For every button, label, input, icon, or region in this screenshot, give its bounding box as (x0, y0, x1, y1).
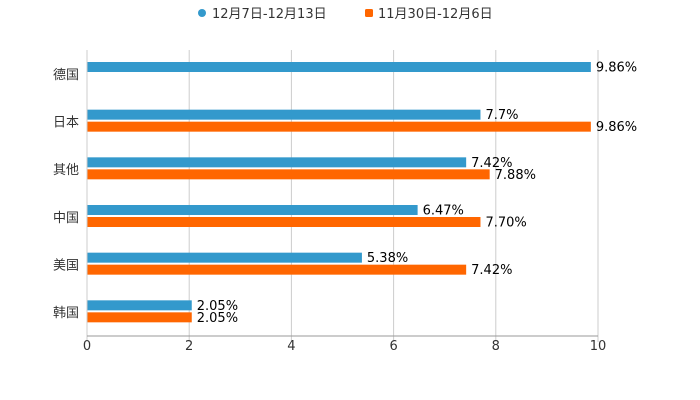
legend-label-series-1: 12月7日-12月13日 (212, 7, 327, 22)
bar-series-1-0 (87, 62, 591, 72)
grid-lines (188, 50, 599, 336)
x-tick-label: 8 (492, 339, 500, 354)
x-tick-label: 0 (83, 339, 91, 354)
data-label-series-1: 9.86% (596, 61, 637, 76)
category-label: 中国 (53, 211, 79, 226)
category-label: 美国 (53, 259, 79, 274)
data-label-series-2: 9.86% (596, 120, 637, 135)
bar-series-2-5 (87, 312, 192, 323)
data-label-series-1: 7.42% (471, 156, 512, 171)
bar-series-1-1 (87, 109, 481, 120)
x-tick-label: 2 (185, 339, 193, 354)
x-tick-label: 6 (389, 339, 397, 354)
data-label-series-1: 7.7% (485, 108, 518, 123)
bar-series-2-2 (87, 169, 490, 180)
data-label-series-1: 6.47% (423, 204, 464, 219)
bar-series-1-4 (87, 252, 362, 263)
legend-marker-series-1 (198, 9, 206, 17)
data-label-series-2: 7.70% (485, 216, 526, 231)
bar-series-1-5 (87, 300, 192, 311)
category-label: 德国 (53, 68, 79, 83)
bar-series-1-3 (87, 205, 418, 215)
data-label-series-2: 7.42% (471, 263, 512, 278)
legend-marker-series-2 (365, 9, 373, 17)
bars: 9.86%7.7%9.86%7.42%7.88%6.47%7.70%5.38%7… (87, 61, 637, 326)
legend-label-series-2: 11月30日-12月6日 (378, 7, 493, 22)
category-label: 其他 (53, 163, 79, 178)
data-label-series-2: 2.05% (197, 311, 238, 326)
bar-series-2-4 (87, 264, 467, 275)
legend: 12月7日-12月13日 11月30日-12月6日 (198, 7, 493, 22)
bar-series-1-2 (87, 157, 467, 168)
bar-series-2-3 (87, 217, 481, 227)
data-label-series-1: 2.05% (197, 299, 238, 314)
category-label: 韩国 (53, 306, 79, 321)
category-label: 日本 (53, 116, 79, 131)
data-label-series-2: 7.88% (495, 168, 536, 183)
data-label-series-1: 5.38% (367, 251, 408, 266)
x-tick-label: 10 (590, 339, 607, 354)
bar-series-2-1 (87, 121, 591, 132)
x-tick-label: 4 (287, 339, 295, 354)
